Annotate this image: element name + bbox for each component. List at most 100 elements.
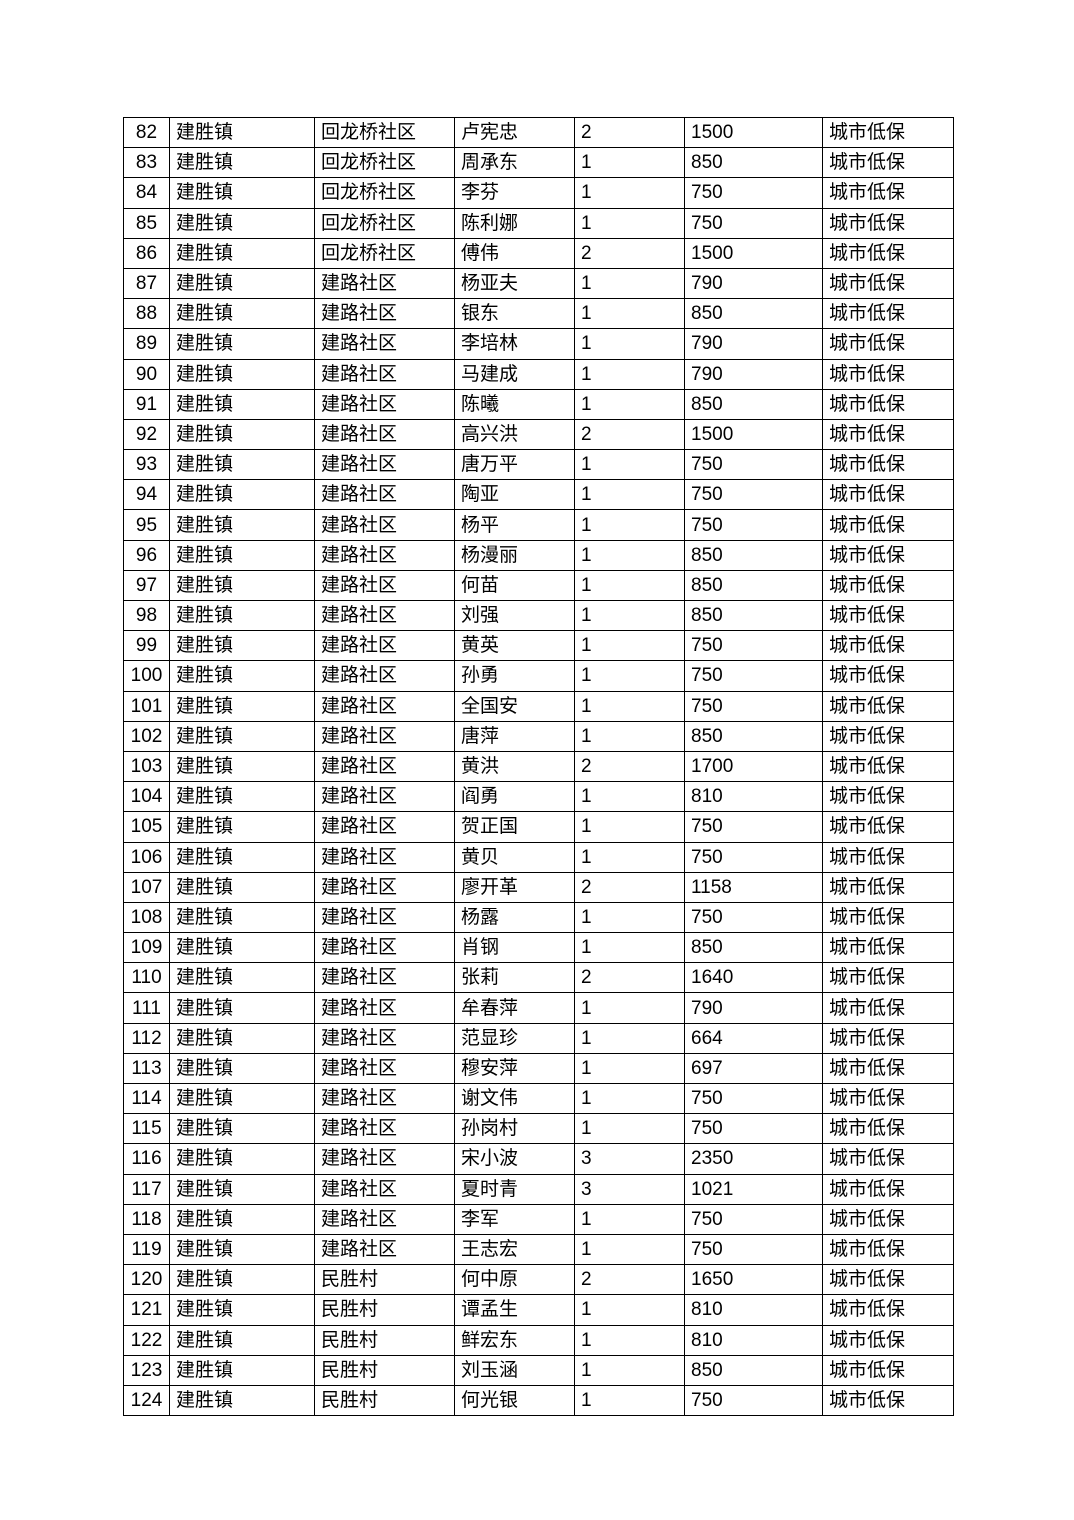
amount-cell: 1158 (684, 871, 823, 903)
table-row: 97 建胜镇 建路社区 何苗 1 850 城市低保 (123, 569, 954, 602)
person-count-cell: 1 (574, 690, 685, 722)
person-name-cell: 谭孟生 (454, 1294, 575, 1326)
amount-cell: 750 (684, 660, 823, 692)
person-name-cell: 刘玉涵 (454, 1354, 575, 1386)
community-cell: 建路社区 (314, 509, 455, 541)
community-cell: 建路社区 (314, 901, 455, 934)
town-cell: 建胜镇 (169, 1324, 315, 1356)
row-index-cell: 107 (123, 871, 170, 903)
category-cell: 城市低保 (822, 1052, 954, 1085)
row-index-cell: 94 (123, 479, 170, 511)
person-count-cell: 1 (574, 479, 685, 511)
amount-cell: 810 (684, 1324, 823, 1356)
person-count-cell: 1 (574, 177, 685, 209)
community-cell: 建路社区 (314, 992, 455, 1024)
row-index-cell: 123 (123, 1354, 170, 1386)
category-cell: 城市低保 (822, 509, 954, 541)
amount-cell: 750 (684, 449, 823, 481)
category-cell: 城市低保 (822, 660, 954, 692)
town-cell: 建胜镇 (169, 449, 315, 481)
community-cell: 建路社区 (314, 1052, 455, 1085)
row-index-cell: 115 (123, 1113, 170, 1145)
amount-cell: 1700 (684, 750, 823, 783)
person-name-cell: 穆安萍 (454, 1052, 575, 1085)
amount-cell: 750 (684, 630, 823, 662)
category-cell: 城市低保 (822, 569, 954, 602)
person-count-cell: 2 (574, 871, 685, 903)
row-index-cell: 93 (123, 449, 170, 481)
person-name-cell: 唐万平 (454, 449, 575, 481)
community-cell: 建路社区 (314, 841, 455, 873)
person-name-cell: 孙岗村 (454, 1113, 575, 1145)
town-cell: 建胜镇 (169, 177, 315, 209)
amount-cell: 750 (684, 811, 823, 843)
category-cell: 城市低保 (822, 992, 954, 1024)
amount-cell: 1500 (684, 418, 823, 451)
amount-cell: 810 (684, 781, 823, 813)
category-cell: 城市低保 (822, 1113, 954, 1145)
row-index-cell: 96 (123, 539, 170, 571)
category-cell: 城市低保 (822, 1203, 954, 1235)
community-cell: 建路社区 (314, 962, 455, 994)
community-cell: 建路社区 (314, 1143, 455, 1175)
person-count-cell: 1 (574, 720, 685, 752)
town-cell: 建胜镇 (169, 660, 315, 692)
person-name-cell: 杨露 (454, 901, 575, 934)
table-row: 117 建胜镇 建路社区 夏时青 3 1021 城市低保 (123, 1173, 954, 1205)
row-index-cell: 99 (123, 630, 170, 662)
row-index-cell: 114 (123, 1082, 170, 1115)
community-cell: 建路社区 (314, 599, 455, 632)
town-cell: 建胜镇 (169, 1384, 315, 1417)
town-cell: 建胜镇 (169, 1113, 315, 1145)
amount-cell: 1500 (684, 116, 823, 149)
table-row: 95 建胜镇 建路社区 杨平 1 750 城市低保 (123, 509, 954, 541)
town-cell: 建胜镇 (169, 1233, 315, 1266)
table-row: 87 建胜镇 建路社区 杨亚夫 1 790 城市低保 (123, 267, 954, 300)
category-cell: 城市低保 (822, 1354, 954, 1386)
person-count-cell: 1 (574, 1113, 685, 1145)
person-name-cell: 全国安 (454, 690, 575, 722)
table-row: 116 建胜镇 建路社区 宋小波 3 2350 城市低保 (123, 1143, 954, 1175)
table-row: 99 建胜镇 建路社区 黄英 1 750 城市低保 (123, 630, 954, 662)
community-cell: 建路社区 (314, 1082, 455, 1115)
amount-cell: 850 (684, 932, 823, 964)
amount-cell: 750 (684, 207, 823, 239)
amount-cell: 790 (684, 328, 823, 360)
row-index-cell: 121 (123, 1294, 170, 1326)
person-count-cell: 2 (574, 962, 685, 994)
category-cell: 城市低保 (822, 750, 954, 783)
category-cell: 城市低保 (822, 147, 954, 179)
town-cell: 建胜镇 (169, 267, 315, 300)
person-count-cell: 1 (574, 449, 685, 481)
amount-cell: 750 (684, 901, 823, 934)
community-cell: 民胜村 (314, 1294, 455, 1326)
row-index-cell: 97 (123, 569, 170, 602)
amount-cell: 850 (684, 298, 823, 330)
row-index-cell: 83 (123, 147, 170, 179)
category-cell: 城市低保 (822, 1082, 954, 1115)
person-name-cell: 阎勇 (454, 781, 575, 813)
category-cell: 城市低保 (822, 1324, 954, 1356)
community-cell: 建路社区 (314, 630, 455, 662)
category-cell: 城市低保 (822, 539, 954, 571)
table-row: 114 建胜镇 建路社区 谢文伟 1 750 城市低保 (123, 1082, 954, 1115)
person-name-cell: 刘强 (454, 599, 575, 632)
person-name-cell: 何光银 (454, 1384, 575, 1417)
person-name-cell: 傅伟 (454, 237, 575, 269)
person-count-cell: 1 (574, 599, 685, 632)
person-count-cell: 1 (574, 932, 685, 964)
row-index-cell: 112 (123, 1022, 170, 1054)
row-index-cell: 111 (123, 992, 170, 1024)
town-cell: 建胜镇 (169, 1022, 315, 1054)
community-cell: 回龙桥社区 (314, 207, 455, 239)
category-cell: 城市低保 (822, 328, 954, 360)
row-index-cell: 106 (123, 841, 170, 873)
person-count-cell: 1 (574, 388, 685, 420)
row-index-cell: 113 (123, 1052, 170, 1085)
amount-cell: 850 (684, 569, 823, 602)
person-count-cell: 3 (574, 1173, 685, 1205)
amount-cell: 2350 (684, 1143, 823, 1175)
category-cell: 城市低保 (822, 1022, 954, 1054)
person-count-cell: 1 (574, 539, 685, 571)
row-index-cell: 122 (123, 1324, 170, 1356)
